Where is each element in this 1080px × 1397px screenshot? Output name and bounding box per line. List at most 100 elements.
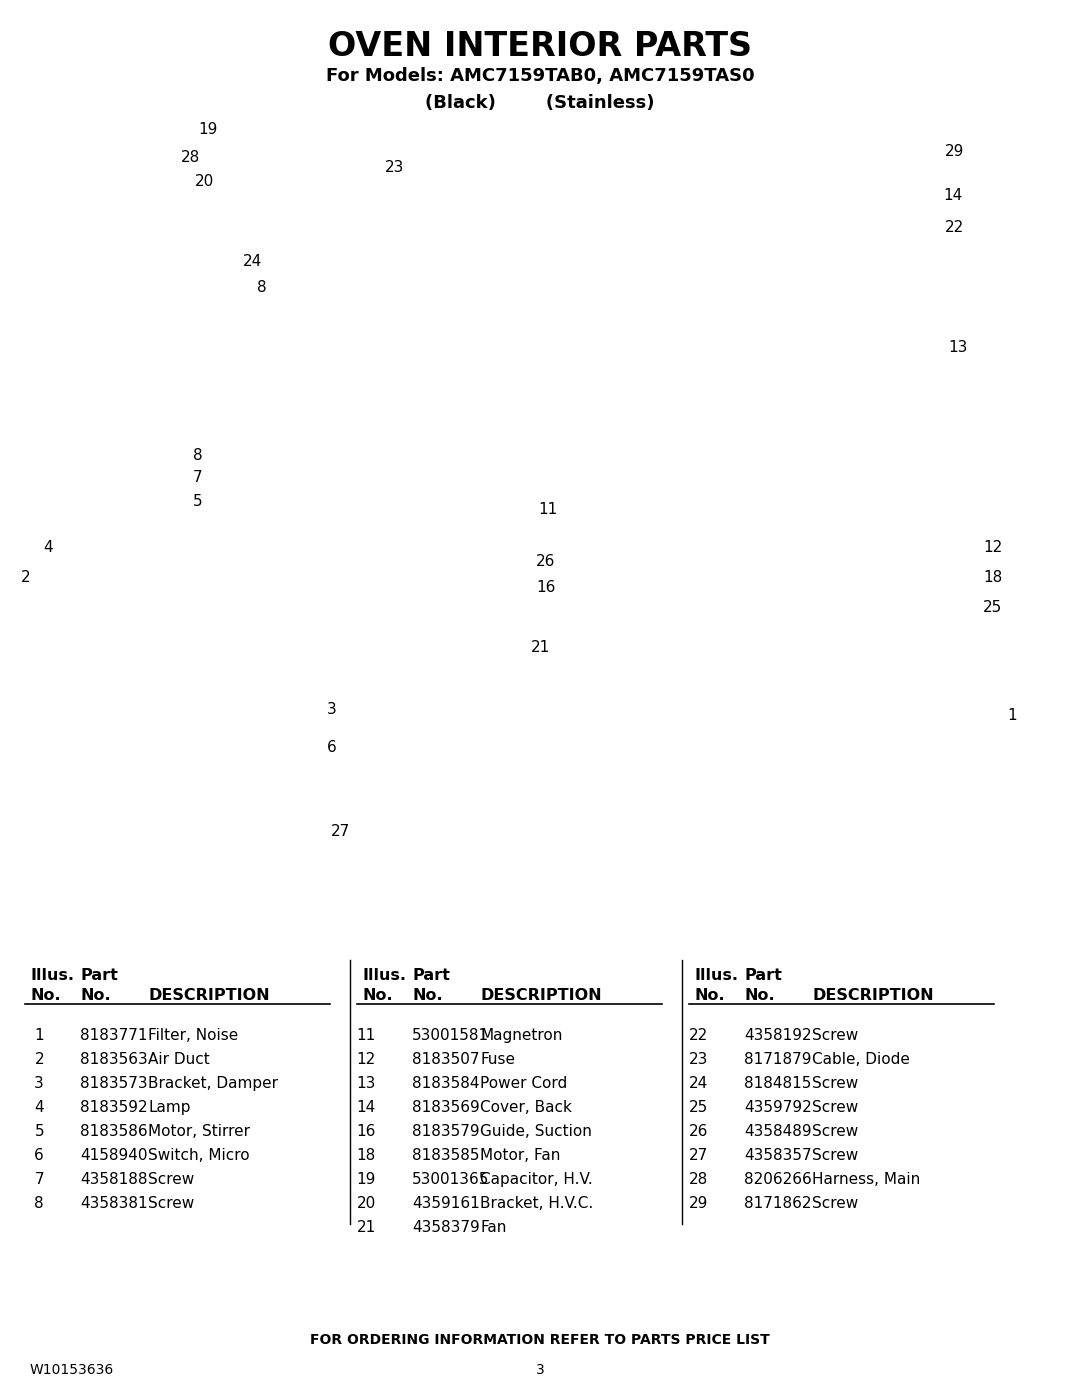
Text: Filter, Noise: Filter, Noise (148, 1028, 239, 1044)
Text: 5: 5 (35, 1125, 44, 1139)
Text: 28: 28 (689, 1172, 708, 1187)
Text: Fan: Fan (480, 1220, 507, 1235)
Text: 19: 19 (356, 1172, 376, 1187)
Text: Screw: Screw (812, 1076, 859, 1091)
Text: Screw: Screw (148, 1172, 194, 1187)
Text: Cable, Diode: Cable, Diode (812, 1052, 909, 1067)
Text: 8183592: 8183592 (80, 1099, 148, 1115)
Text: 21: 21 (356, 1220, 376, 1235)
Text: 26: 26 (689, 1125, 708, 1139)
Text: 18: 18 (356, 1148, 376, 1162)
Text: 20: 20 (356, 1196, 376, 1211)
Text: 16: 16 (537, 581, 556, 595)
Text: Motor, Fan: Motor, Fan (480, 1148, 561, 1162)
Text: Magnetron: Magnetron (480, 1028, 563, 1044)
Text: Screw: Screw (812, 1125, 859, 1139)
Text: 6: 6 (327, 740, 337, 756)
Text: (Black)        (Stainless): (Black) (Stainless) (426, 94, 654, 112)
Text: Lamp: Lamp (148, 1099, 190, 1115)
Text: 2: 2 (22, 570, 31, 585)
Text: No.: No. (411, 988, 443, 1003)
Text: Screw: Screw (148, 1196, 194, 1211)
Text: 13: 13 (356, 1076, 376, 1091)
Text: Bracket, Damper: Bracket, Damper (148, 1076, 278, 1091)
Text: 4358188: 4358188 (80, 1172, 148, 1187)
Text: OVEN INTERIOR PARTS: OVEN INTERIOR PARTS (328, 29, 752, 63)
Text: 4358192: 4358192 (744, 1028, 812, 1044)
Text: 8183579: 8183579 (411, 1125, 480, 1139)
Text: 1: 1 (35, 1028, 44, 1044)
Text: 8183585: 8183585 (411, 1148, 480, 1162)
Text: 16: 16 (356, 1125, 376, 1139)
Text: 27: 27 (330, 824, 350, 840)
Text: 29: 29 (945, 144, 964, 159)
Text: 7: 7 (193, 471, 203, 486)
Text: 4: 4 (43, 541, 53, 556)
Text: 12: 12 (984, 541, 1002, 556)
Text: 19: 19 (199, 123, 218, 137)
Text: Power Cord: Power Cord (480, 1076, 567, 1091)
Text: 5: 5 (193, 495, 203, 510)
Text: FOR ORDERING INFORMATION REFER TO PARTS PRICE LIST: FOR ORDERING INFORMATION REFER TO PARTS … (310, 1333, 770, 1347)
Text: 3: 3 (35, 1076, 44, 1091)
Text: 53001581: 53001581 (411, 1028, 489, 1044)
Text: DESCRIPTION: DESCRIPTION (812, 988, 933, 1003)
Text: 8: 8 (35, 1196, 44, 1211)
Text: 8183771: 8183771 (80, 1028, 148, 1044)
Text: Illus.: Illus. (362, 968, 406, 983)
Text: 22: 22 (689, 1028, 708, 1044)
Text: 25: 25 (689, 1099, 708, 1115)
Text: Part: Part (80, 968, 118, 983)
Text: 8171879: 8171879 (744, 1052, 811, 1067)
Text: 4358381: 4358381 (80, 1196, 148, 1211)
Text: Illus.: Illus. (30, 968, 75, 983)
Text: Air Duct: Air Duct (148, 1052, 210, 1067)
Text: 8206266: 8206266 (744, 1172, 812, 1187)
Text: 25: 25 (984, 601, 1002, 616)
Text: 29: 29 (689, 1196, 708, 1211)
Text: 8: 8 (257, 281, 267, 296)
Text: 24: 24 (689, 1076, 708, 1091)
Text: 20: 20 (194, 175, 214, 190)
Text: No.: No. (80, 988, 110, 1003)
Text: 3: 3 (327, 703, 337, 718)
Text: Guide, Suction: Guide, Suction (480, 1125, 592, 1139)
Text: 12: 12 (356, 1052, 376, 1067)
Text: 8: 8 (193, 447, 203, 462)
Text: 8183586: 8183586 (80, 1125, 148, 1139)
Text: 8183569: 8183569 (411, 1099, 480, 1115)
Text: No.: No. (362, 988, 393, 1003)
Text: 23: 23 (386, 161, 405, 176)
Text: 53001365: 53001365 (411, 1172, 489, 1187)
Text: No.: No. (694, 988, 725, 1003)
Text: 28: 28 (180, 151, 200, 165)
Text: 11: 11 (538, 503, 557, 517)
Text: Illus.: Illus. (694, 968, 738, 983)
Text: Part: Part (411, 968, 450, 983)
Text: 4358357: 4358357 (744, 1148, 812, 1162)
Text: 8184815: 8184815 (744, 1076, 811, 1091)
Text: Screw: Screw (812, 1148, 859, 1162)
Text: 24: 24 (242, 254, 261, 270)
Text: Screw: Screw (812, 1099, 859, 1115)
Text: Part: Part (744, 968, 782, 983)
Text: Cover, Back: Cover, Back (480, 1099, 572, 1115)
Text: Bracket, H.V.C.: Bracket, H.V.C. (480, 1196, 593, 1211)
Text: No.: No. (744, 988, 774, 1003)
Text: 4359792: 4359792 (744, 1099, 812, 1115)
Text: DESCRIPTION: DESCRIPTION (148, 988, 270, 1003)
Text: 21: 21 (530, 640, 550, 655)
Text: DESCRIPTION: DESCRIPTION (480, 988, 602, 1003)
Text: 4158940: 4158940 (80, 1148, 148, 1162)
Text: Screw: Screw (812, 1196, 859, 1211)
Text: 8171862: 8171862 (744, 1196, 811, 1211)
Text: No.: No. (30, 988, 60, 1003)
Text: 8183563: 8183563 (80, 1052, 148, 1067)
Text: 14: 14 (943, 187, 962, 203)
Text: 4358489: 4358489 (744, 1125, 812, 1139)
Text: W10153636: W10153636 (30, 1363, 114, 1377)
Text: 8183573: 8183573 (80, 1076, 148, 1091)
Text: 14: 14 (356, 1099, 376, 1115)
Text: Harness, Main: Harness, Main (812, 1172, 920, 1187)
Text: For Models: AMC7159TAB0, AMC7159TAS0: For Models: AMC7159TAB0, AMC7159TAS0 (326, 67, 754, 85)
